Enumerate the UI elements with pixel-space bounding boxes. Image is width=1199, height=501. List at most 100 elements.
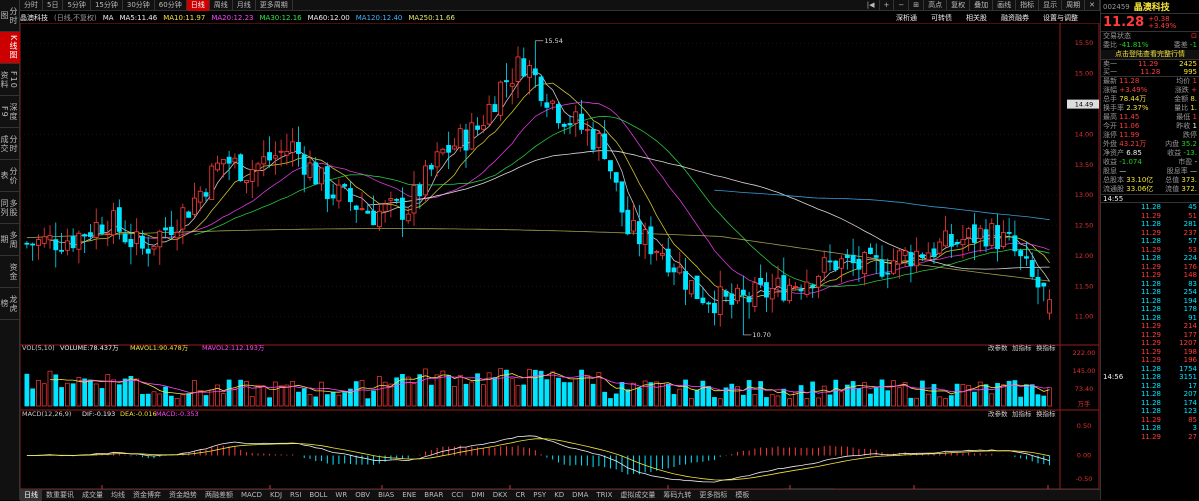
- tick-row[interactable]: 11.28 45: [1101, 203, 1199, 212]
- indicator-tab[interactable]: 资金趋势: [169, 490, 197, 499]
- tick-row[interactable]: 11.29 27: [1101, 433, 1199, 442]
- tick-row[interactable]: 11.29 214: [1101, 322, 1199, 331]
- tick-row[interactable]: 11.28 174: [1101, 399, 1199, 408]
- tick-row[interactable]: 11.28 207: [1101, 390, 1199, 399]
- period-tab[interactable]: 15分钟: [91, 0, 123, 11]
- indicator-tab[interactable]: ENE: [402, 490, 417, 499]
- tick-row[interactable]: 11.29 85: [1101, 416, 1199, 425]
- toolbar-button[interactable]: +: [880, 0, 895, 11]
- indicator-tab[interactable]: CCI: [451, 490, 464, 499]
- indicator-tab[interactable]: DMI: [471, 490, 485, 499]
- indicator-tab[interactable]: 两融差额: [205, 490, 233, 499]
- tick-row[interactable]: 11.28 91: [1101, 314, 1199, 323]
- chart-tool-button[interactable]: 设置与调整: [1043, 13, 1078, 22]
- period-tab[interactable]: 5日: [43, 0, 64, 11]
- sidebar-item[interactable]: 分价表: [0, 160, 20, 192]
- tick-row[interactable]: 11.29 1207: [1101, 339, 1199, 348]
- indicator-tab[interactable]: 成交量: [82, 490, 103, 499]
- toolbar-button[interactable]: 显示: [1039, 0, 1063, 11]
- period-tab[interactable]: 5分钟: [63, 0, 91, 11]
- period-tab[interactable]: 周线: [210, 0, 233, 11]
- chart-tool-button[interactable]: 可转债: [931, 13, 952, 22]
- tick-row[interactable]: 11.29 196: [1101, 356, 1199, 365]
- tick-row[interactable]: 11.29 237: [1101, 229, 1199, 238]
- fq-mode[interactable]: (日线,不复权): [54, 13, 97, 22]
- indicator-tab[interactable]: 更多指标: [699, 490, 728, 499]
- stat-label: 金额: [1174, 95, 1189, 103]
- toolbar-button[interactable]: 画线: [993, 0, 1017, 11]
- tick-row[interactable]: 11.28 57: [1101, 237, 1199, 246]
- tick-row[interactable]: 11.28 194: [1101, 297, 1199, 306]
- sidebar-item[interactable]: K线图: [0, 32, 20, 64]
- toolbar-button[interactable]: 复权: [947, 0, 971, 11]
- tick-row[interactable]: 11.29 198: [1101, 348, 1199, 357]
- tick-row[interactable]: 11.28 83: [1101, 280, 1199, 289]
- indicator-tab[interactable]: 资金博弈: [133, 490, 161, 499]
- indicator-tab[interactable]: DKX: [492, 490, 508, 499]
- toolbar-button[interactable]: 指标: [1016, 0, 1040, 11]
- indicator-tab[interactable]: BRAR: [424, 490, 444, 499]
- period-tab[interactable]: 月线: [233, 0, 256, 11]
- toolbar-button[interactable]: 周期: [1062, 0, 1086, 11]
- indicator-tab[interactable]: CR: [515, 490, 526, 499]
- sidebar-item[interactable]: 分时成交: [0, 128, 20, 160]
- tick-list[interactable]: 11.28 45 11.29 51 11.28 281 11.29 237 11.28 57 11.…: [1101, 203, 1199, 441]
- sidebar-item[interactable]: 龙虎榜: [0, 288, 20, 320]
- sidebar-item[interactable]: F10资料: [0, 64, 20, 96]
- tick-row[interactable]: 11.28 254: [1101, 288, 1199, 297]
- chart-tool-button[interactable]: 融资融券: [1001, 13, 1029, 22]
- tick-row[interactable]: 11.28 1754: [1101, 365, 1199, 374]
- sidebar-item[interactable]: 深度F9: [0, 96, 20, 128]
- tick-row[interactable]: 11.28 178: [1101, 305, 1199, 314]
- indicator-tab[interactable]: WR: [335, 490, 348, 499]
- indicator-tab[interactable]: BIAS: [378, 490, 395, 499]
- chart-area[interactable]: 15.50 15.00 14.49 14.00 13.50 13.00 12.50 12.00…: [20, 23, 1100, 500]
- indicator-tab[interactable]: 数重要讯: [46, 490, 74, 499]
- toolbar-button[interactable]: ⊞: [909, 0, 925, 11]
- tick-volume: 123: [1183, 407, 1197, 415]
- indicator-tab[interactable]: 均线: [111, 490, 125, 499]
- indicator-tab[interactable]: KD: [554, 490, 565, 499]
- period-tab[interactable]: 更多周期: [256, 0, 293, 11]
- indicator-tab[interactable]: PSY: [533, 490, 547, 499]
- tick-row[interactable]: 11.29 176: [1101, 263, 1199, 272]
- indicator-tab[interactable]: 虚拟成交量: [620, 490, 656, 499]
- toolbar-button[interactable]: 高点: [924, 0, 948, 11]
- tick-row[interactable]: 11.28 123: [1101, 407, 1199, 416]
- sidebar-item[interactable]: 资金: [0, 256, 20, 288]
- toolbar-button[interactable]: 叠加: [970, 0, 994, 11]
- indicator-tab[interactable]: RSI: [290, 490, 302, 499]
- tick-row[interactable]: 11.29 148: [1101, 271, 1199, 280]
- period-tab[interactable]: 日线: [186, 0, 210, 11]
- login-link[interactable]: 点击登陆查看完整行情: [1115, 50, 1185, 58]
- tick-row[interactable]: 11.29 177: [1101, 331, 1199, 340]
- period-tab[interactable]: 分时: [20, 0, 43, 11]
- chart-tool-button[interactable]: 深析通: [896, 13, 917, 22]
- sidebar-item[interactable]: 分时图: [0, 0, 20, 32]
- stat-label: 今开: [1103, 122, 1117, 130]
- indicator-tab[interactable]: BOLL: [309, 490, 328, 499]
- toolbar-button[interactable]: ✕: [1085, 0, 1100, 11]
- toolbar-button[interactable]: −: [894, 0, 910, 11]
- tick-row[interactable]: 11.28 3: [1101, 424, 1199, 433]
- period-tab[interactable]: 60分钟: [155, 0, 187, 11]
- tick-row[interactable]: 11.28 281: [1101, 220, 1199, 229]
- tick-row[interactable]: 11.28 17: [1101, 382, 1199, 391]
- period-tab[interactable]: 30分钟: [123, 0, 155, 11]
- indicator-tab[interactable]: OBV: [355, 490, 371, 499]
- sidebar-item[interactable]: 多周期: [0, 224, 20, 256]
- sidebar-item[interactable]: 多股同列: [0, 192, 20, 224]
- tick-row[interactable]: 11.29 51: [1101, 212, 1199, 221]
- toolbar-button[interactable]: |◀: [863, 0, 880, 11]
- tick-row[interactable]: 11.29 53: [1101, 246, 1199, 255]
- chart-tool-button[interactable]: 相关股: [966, 13, 987, 22]
- tick-row[interactable]: 14:56 11.28 3151: [1101, 373, 1199, 382]
- indicator-tab[interactable]: DMA: [572, 490, 589, 499]
- indicator-tab[interactable]: 筹码九转: [663, 490, 692, 499]
- indicator-tab[interactable]: 模板: [735, 490, 750, 499]
- indicator-tab[interactable]: MACD: [241, 490, 262, 499]
- tick-row[interactable]: 11.28 224: [1101, 254, 1199, 263]
- indicator-tab[interactable]: KDJ: [269, 490, 283, 499]
- indicator-tab[interactable]: 日线: [20, 489, 42, 501]
- indicator-tab[interactable]: TRIX: [596, 490, 613, 499]
